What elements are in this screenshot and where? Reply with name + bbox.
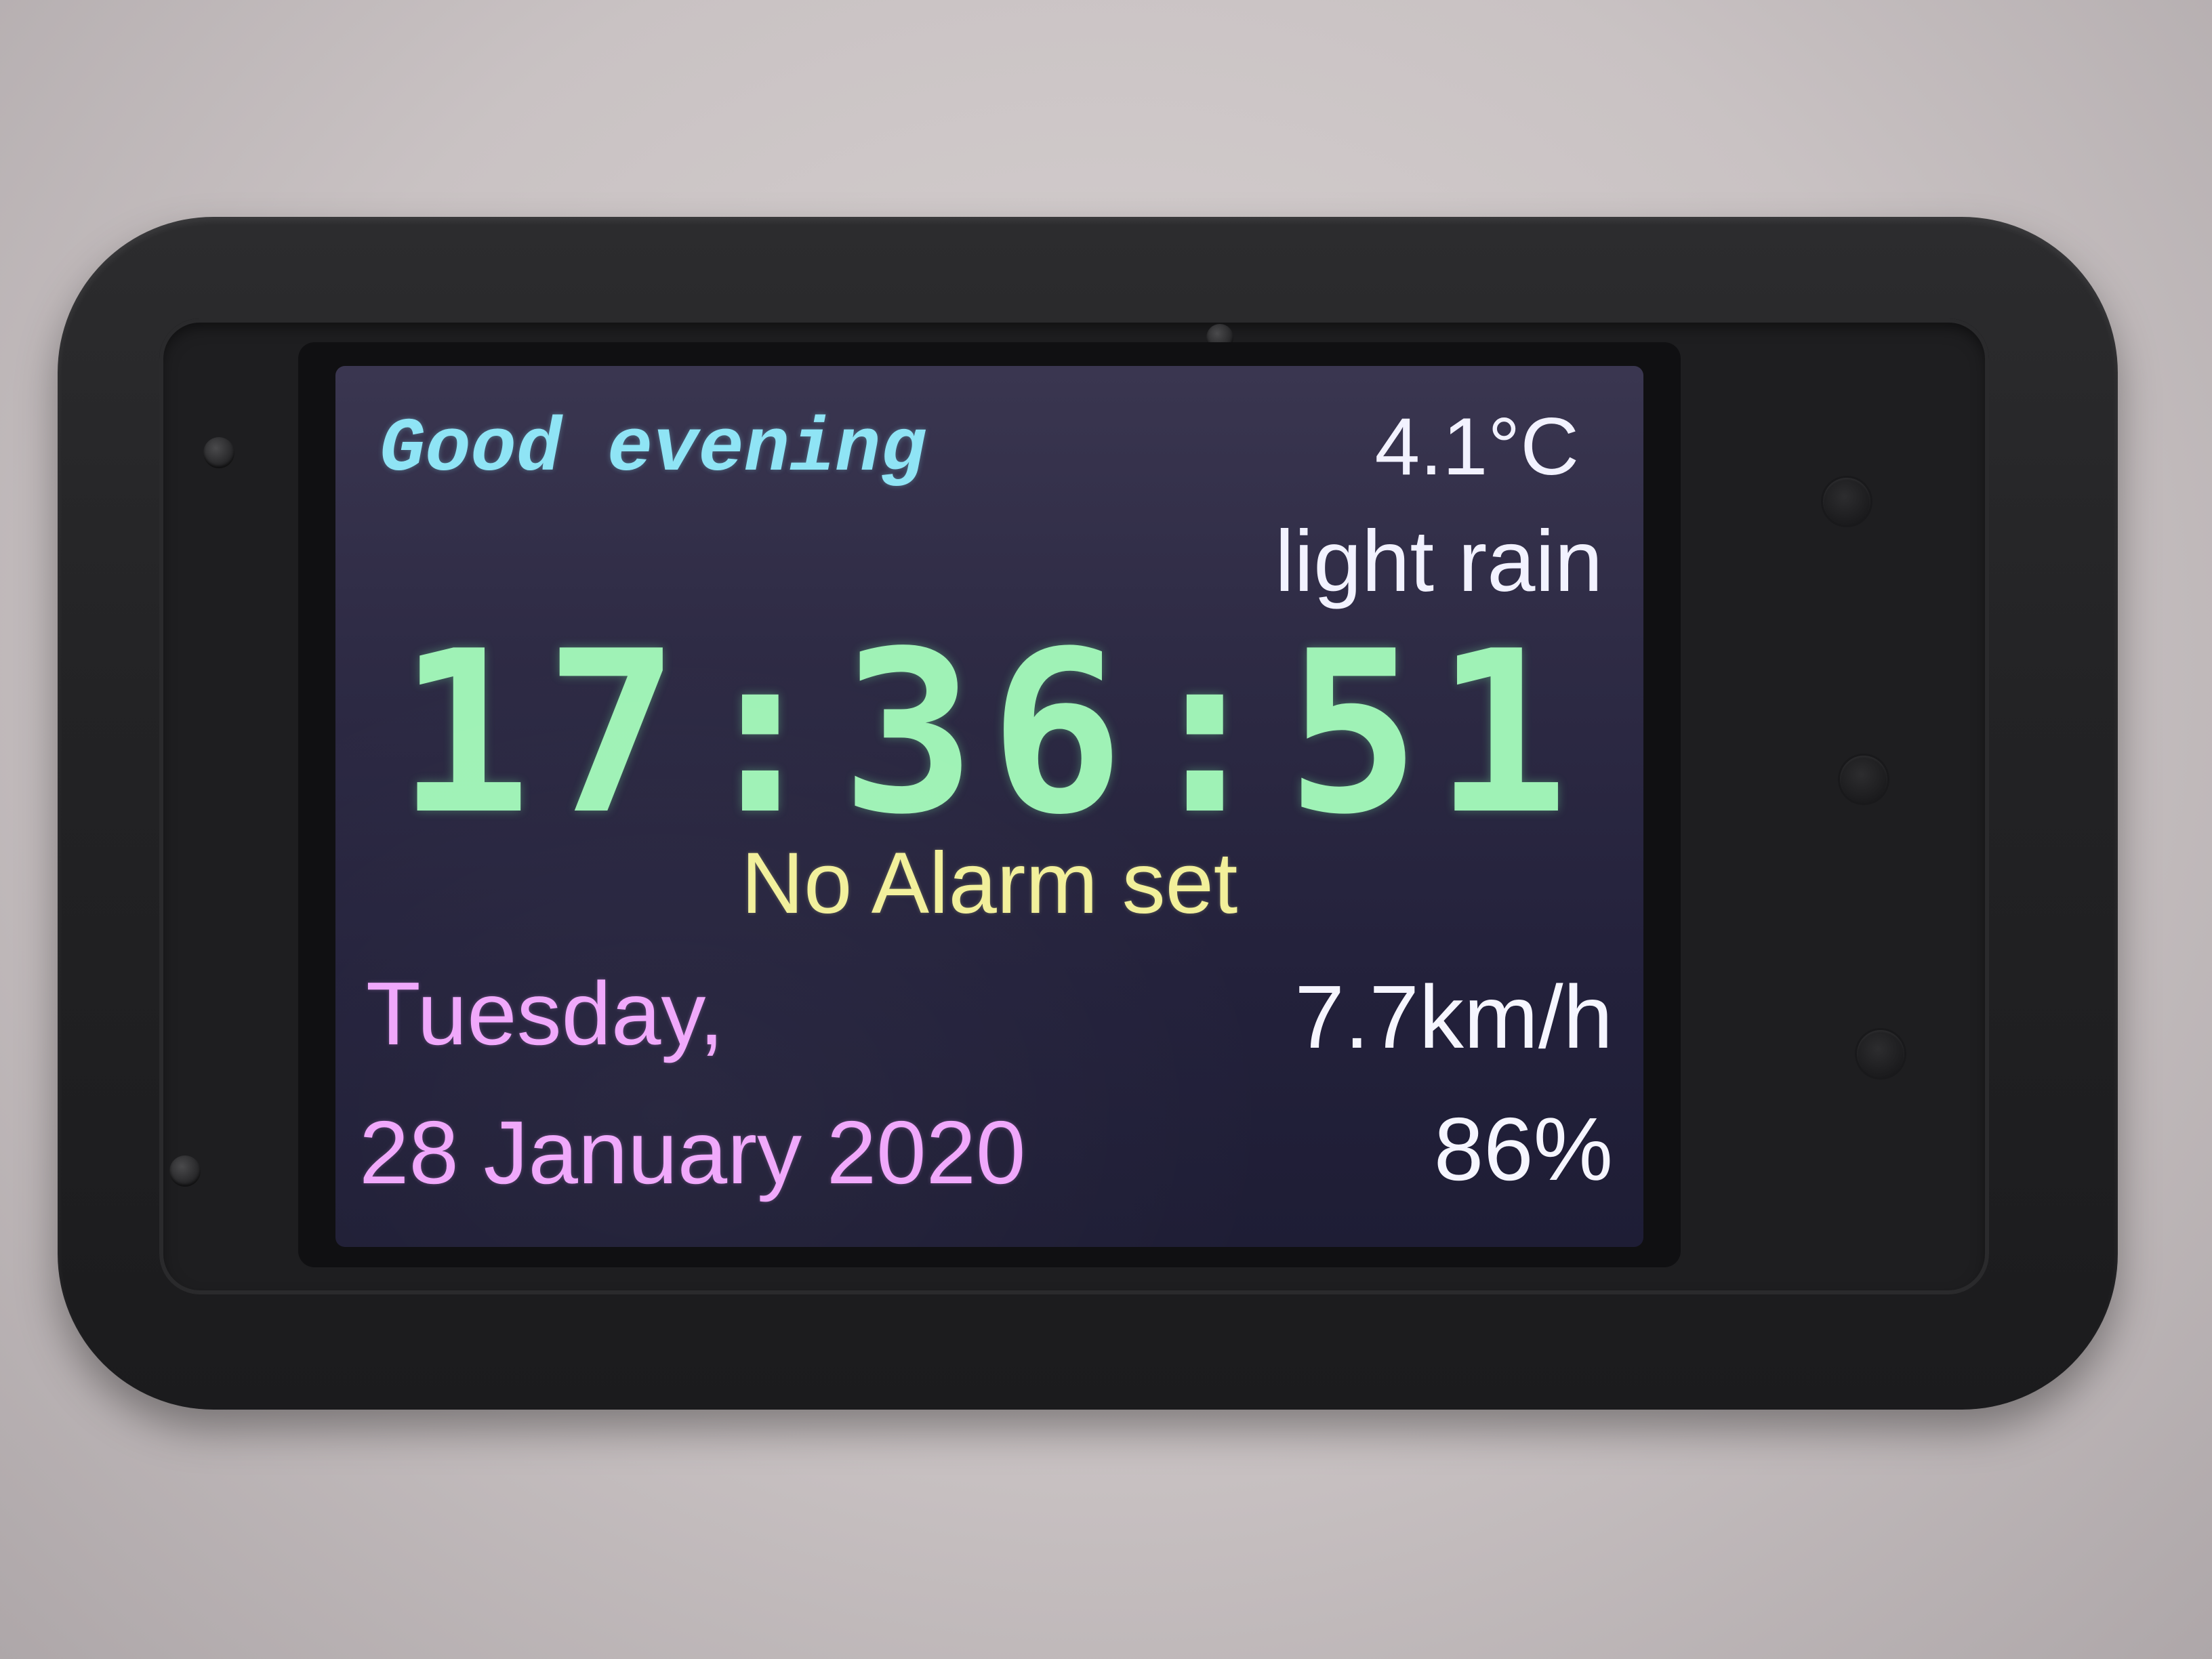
screw-top-left [203, 437, 234, 468]
side-button-middle[interactable] [1840, 756, 1887, 803]
lcd-screen: Good evening 4.1°C light rain 17:36:51 N… [335, 366, 1643, 1247]
alarm-status: No Alarm set [741, 835, 1238, 932]
weekday-text: Tuesday, [366, 964, 724, 1063]
date-text: 28 January 2020 [359, 1103, 1026, 1202]
side-button-top[interactable] [1823, 478, 1870, 525]
screw-bottom-left [169, 1155, 201, 1187]
side-button-bottom[interactable] [1857, 1030, 1904, 1078]
humidity-reading: 86% [1433, 1099, 1613, 1199]
wind-speed: 7.7km/h [1294, 967, 1613, 1067]
temperature-reading: 4.1°C [1374, 401, 1579, 492]
clock-time: 17:36:51 [396, 603, 1582, 863]
greeting-text: Good evening [380, 407, 926, 493]
weather-condition: light rain [1275, 513, 1603, 610]
